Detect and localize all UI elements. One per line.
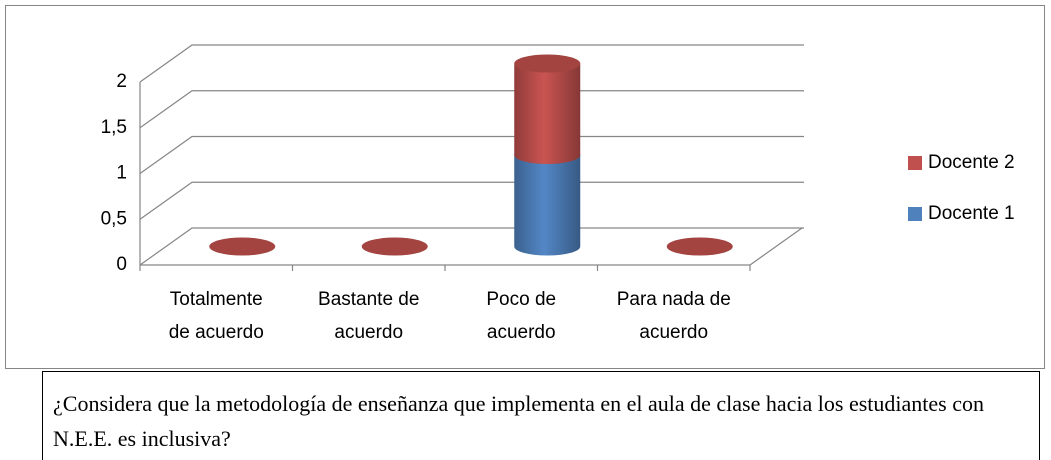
cylinder (209, 237, 276, 256)
cylinder (361, 237, 428, 256)
grid-line (139, 181, 804, 220)
chart-frame (5, 5, 1045, 369)
cylinder-top (666, 237, 733, 256)
grid-line (139, 135, 804, 174)
y-tick-label: 1 (116, 163, 127, 184)
legend-label: Docente 2 (928, 152, 1015, 173)
x-tick-label: Poco de acuerdo (486, 289, 556, 343)
legend-swatch (908, 156, 922, 170)
cylinder-top (514, 54, 581, 73)
cylinder (666, 237, 733, 256)
legend-swatch (908, 207, 922, 221)
cylinder-top (209, 237, 276, 256)
x-tick-label: Totalmente de acuerdo (169, 289, 264, 343)
y-tick-label: 1,5 (101, 117, 127, 138)
y-tick-label: 0 (116, 254, 127, 275)
cylinder-top (361, 237, 428, 256)
y-tick-label: 2 (116, 71, 127, 92)
cylinder (514, 54, 581, 165)
grid-line (139, 227, 804, 266)
x-tick-label: Bastante de acuerdo (318, 289, 419, 343)
cylinder-body (514, 63, 581, 165)
cylinder-body (514, 155, 581, 256)
y-tick-label: 0,5 (101, 208, 127, 229)
chart: 0 0,5 1 1,5 2 Totalmente de acuerdo Bastante de… (101, 44, 1015, 343)
grid-line (139, 44, 804, 83)
x-tick-label: Para nada de acuerdo (617, 289, 731, 343)
caption: ¿Considera que la metodología de enseñan… (42, 371, 1040, 460)
grid-line (139, 90, 804, 129)
legend-label: Docente 1 (928, 203, 1015, 224)
